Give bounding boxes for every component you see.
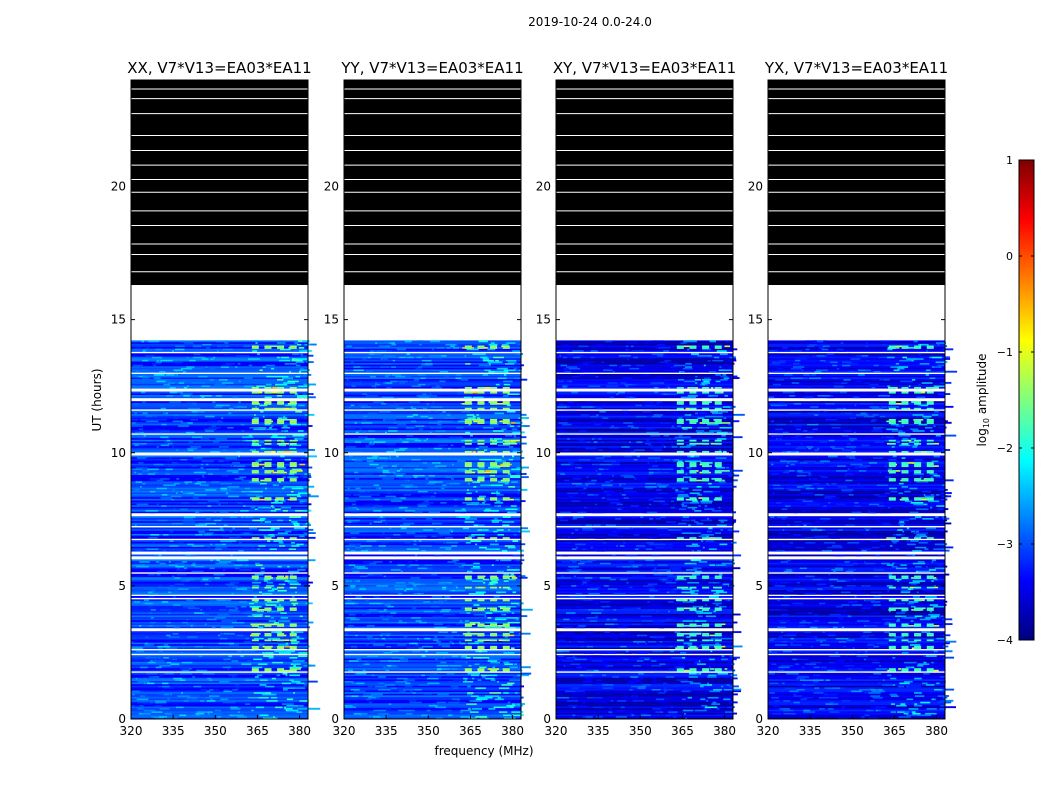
y-tick-label: 5 (755, 579, 763, 593)
x-tick-label: 350 (841, 724, 864, 738)
y-tick-label: 5 (543, 579, 551, 593)
colorbar-tick-label: −1 (997, 346, 1013, 359)
figure-suptitle: 2019-10-24 0.0-24.0 (528, 15, 652, 29)
x-tick-label: 335 (375, 724, 398, 738)
y-tick-label: 20 (324, 180, 339, 194)
colorbar-gradient (1018, 159, 1035, 641)
plot-frame (555, 79, 734, 720)
x-tick-label: 335 (162, 724, 185, 738)
heatmap-cells (344, 340, 533, 720)
x-tick-label: 380 (925, 724, 948, 738)
heatmap-cells (131, 340, 321, 720)
colorbar-ticks: 1 0 −1 −2 −3 −4 (997, 154, 1034, 647)
panel-title: XX, V7*V13=EA03*EA11 (127, 59, 311, 77)
y-tick-label: 20 (111, 180, 126, 194)
x-tick-label: 320 (333, 724, 356, 738)
x-axis-label: frequency (MHz) (434, 744, 533, 758)
panel-title: YY, V7*V13=EA03*EA11 (340, 59, 523, 77)
y-axis-label: UT (hours) (90, 368, 104, 431)
panel-0: XX, V7*V13=EA03*EA11 320 335 350 365 380 0 5 10 1… (111, 59, 321, 738)
x-tick-label: 365 (459, 724, 482, 738)
heatmap-cells (556, 340, 745, 720)
colorbar-label: log10 amplitude (975, 354, 991, 447)
y-tick-label: 5 (331, 579, 339, 593)
y-tick-label: 0 (543, 712, 551, 726)
colorbar-tick-label: −2 (997, 442, 1013, 455)
panel-1: YY, V7*V13=EA03*EA11 320 335 350 365 380 0 5 10 1… (324, 59, 533, 738)
x-tick-label: 335 (799, 724, 822, 738)
y-tick-label: 10 (536, 446, 551, 460)
y-tick-label: 15 (111, 313, 126, 327)
heatmap-cells (768, 340, 958, 720)
panels: XX, V7*V13=EA03*EA11 320 335 350 365 380 0 5 10 1… (111, 59, 958, 738)
x-tick-label: 350 (204, 724, 227, 738)
panel-title: XY, V7*V13=EA03*EA11 (553, 59, 736, 77)
x-tick-label: 350 (417, 724, 440, 738)
plot-frame (767, 79, 946, 720)
y-tick-label: 10 (324, 446, 339, 460)
colorbar-tick-label: −3 (997, 538, 1013, 551)
x-tick-label: 335 (587, 724, 610, 738)
x-tick-label: 365 (883, 724, 906, 738)
colorbar: 1 0 −1 −2 −3 −4 log10 amplitude (975, 154, 1035, 647)
y-tick-label: 0 (331, 712, 339, 726)
x-tick-label: 365 (246, 724, 269, 738)
y-tick-label: 0 (755, 712, 763, 726)
plot-frame (130, 79, 309, 720)
panel-3: YX, V7*V13=EA03*EA11 320 335 350 365 380 0 5 10 1… (748, 59, 958, 738)
y-tick-label: 15 (536, 313, 551, 327)
x-tick-label: 320 (545, 724, 568, 738)
x-tick-label: 380 (713, 724, 736, 738)
colorbar-tick-label: −4 (997, 634, 1013, 647)
y-tick-label: 15 (748, 313, 763, 327)
x-tick-label: 350 (629, 724, 652, 738)
plot-frame (343, 79, 522, 720)
y-tick-label: 10 (748, 446, 763, 460)
panel-title: YX, V7*V13=EA03*EA11 (764, 59, 948, 77)
y-tick-label: 20 (748, 180, 763, 194)
panel-2: XY, V7*V13=EA03*EA11 320 335 350 365 380 0 5 10 1… (536, 59, 745, 738)
y-tick-label: 5 (118, 579, 126, 593)
x-tick-label: 320 (120, 724, 143, 738)
x-tick-label: 365 (671, 724, 694, 738)
x-tick-label: 380 (288, 724, 311, 738)
colorbar-tick-label: 0 (1006, 250, 1013, 263)
y-tick-label: 20 (536, 180, 551, 194)
x-tick-label: 380 (501, 724, 524, 738)
y-tick-label: 10 (111, 446, 126, 460)
colorbar-tick-label: 1 (1006, 154, 1013, 167)
y-tick-label: 0 (118, 712, 126, 726)
y-tick-label: 15 (324, 313, 339, 327)
x-tick-label: 320 (757, 724, 780, 738)
